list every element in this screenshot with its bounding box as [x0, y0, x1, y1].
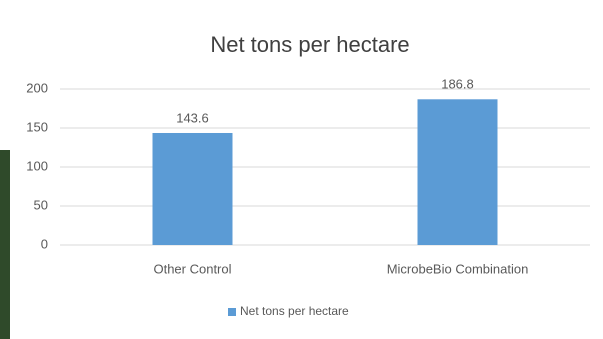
- y-tick-label: 150: [26, 119, 48, 134]
- y-tick-label: 50: [34, 197, 48, 212]
- y-tick-label: 100: [26, 158, 48, 173]
- bar: [417, 99, 498, 246]
- background-photo: [0, 150, 10, 339]
- x-tick-label: Other Control: [153, 261, 231, 276]
- y-tick-label: 0: [41, 236, 48, 251]
- chart-title: Net tons per hectare: [210, 32, 409, 57]
- y-tick-label: 200: [26, 80, 48, 95]
- bar: [152, 132, 233, 245]
- data-label: 143.6: [176, 110, 209, 125]
- x-tick-label: MicrobeBio Combination: [387, 261, 529, 276]
- legend-label: Net tons per hectare: [240, 304, 349, 318]
- legend-swatch: [228, 308, 236, 316]
- data-label: 186.8: [441, 77, 474, 92]
- chart-panel: [10, 0, 603, 339]
